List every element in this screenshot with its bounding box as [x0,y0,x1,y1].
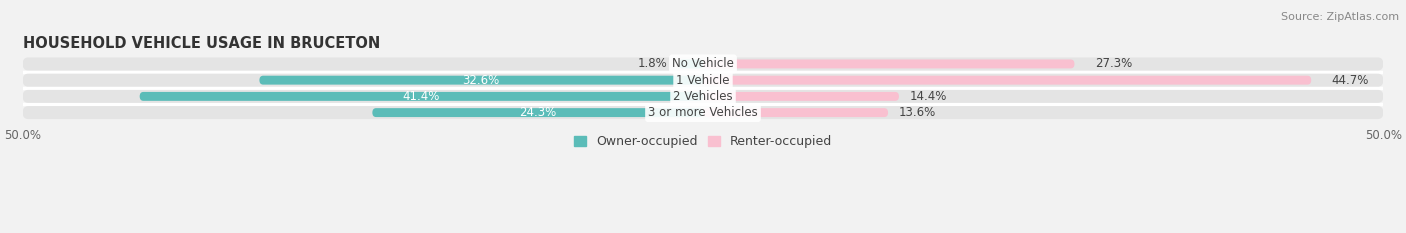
FancyBboxPatch shape [703,92,898,101]
Text: No Vehicle: No Vehicle [672,57,734,70]
Text: 1 Vehicle: 1 Vehicle [676,74,730,87]
Text: HOUSEHOLD VEHICLE USAGE IN BRUCETON: HOUSEHOLD VEHICLE USAGE IN BRUCETON [22,36,380,51]
FancyBboxPatch shape [703,59,1074,69]
FancyBboxPatch shape [679,59,703,69]
Text: 44.7%: 44.7% [1331,74,1369,87]
Text: 24.3%: 24.3% [519,106,557,119]
Text: 27.3%: 27.3% [1095,57,1132,70]
Text: 13.6%: 13.6% [898,106,936,119]
FancyBboxPatch shape [22,90,1384,103]
Text: 3 or more Vehicles: 3 or more Vehicles [648,106,758,119]
Text: Source: ZipAtlas.com: Source: ZipAtlas.com [1281,12,1399,22]
FancyBboxPatch shape [373,108,703,117]
FancyBboxPatch shape [703,76,1312,85]
Text: 1.8%: 1.8% [638,57,668,70]
Text: 32.6%: 32.6% [463,74,501,87]
Legend: Owner-occupied, Renter-occupied: Owner-occupied, Renter-occupied [568,130,838,153]
FancyBboxPatch shape [22,106,1384,119]
FancyBboxPatch shape [22,74,1384,87]
Text: 2 Vehicles: 2 Vehicles [673,90,733,103]
Text: 14.4%: 14.4% [910,90,948,103]
Text: 41.4%: 41.4% [402,90,440,103]
FancyBboxPatch shape [703,108,889,117]
FancyBboxPatch shape [260,76,703,85]
FancyBboxPatch shape [22,58,1384,70]
FancyBboxPatch shape [139,92,703,101]
